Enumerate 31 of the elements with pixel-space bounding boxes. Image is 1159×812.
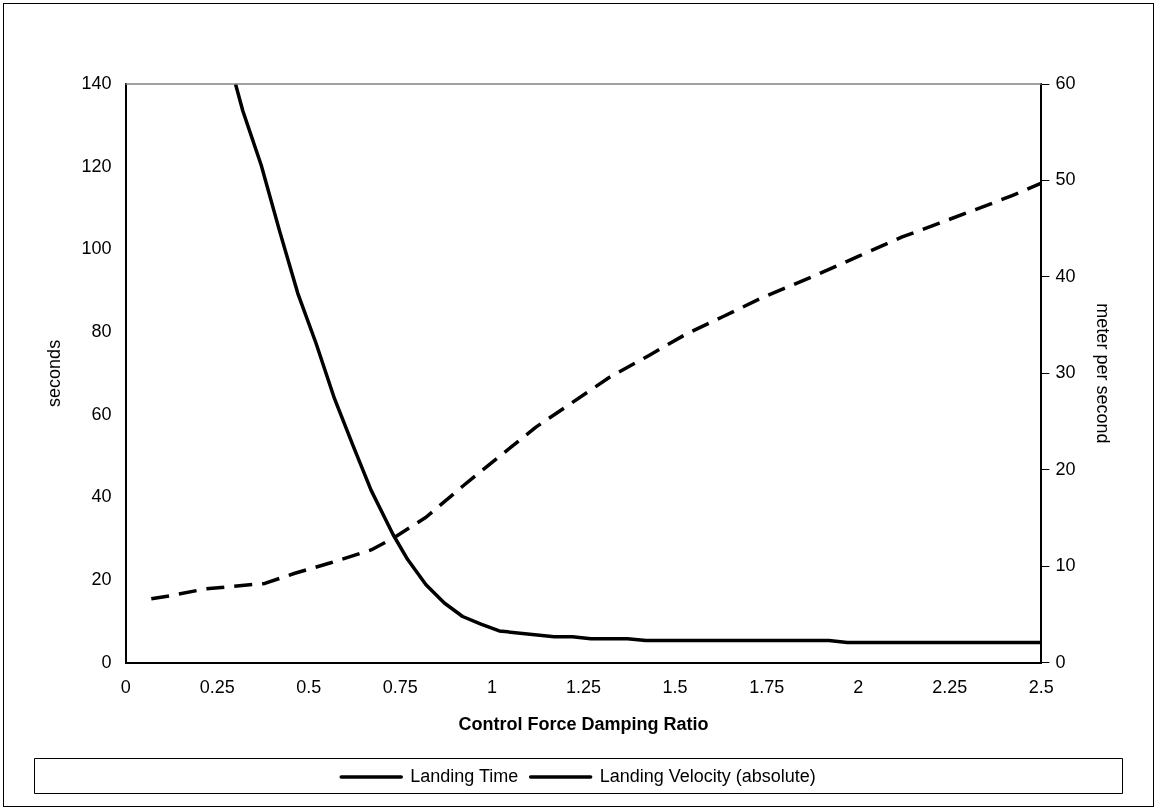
y2-tick-label: 0: [1055, 651, 1066, 672]
y-tick-label: 80: [91, 321, 112, 342]
x-tick-label: 1: [486, 676, 497, 697]
x-tick-label: 0.25: [199, 676, 235, 697]
x-tick-label: 2.25: [932, 676, 968, 697]
y2-tick-label: 10: [1055, 555, 1076, 576]
y-tick-label: 60: [91, 403, 112, 424]
x-tick-label: 0: [120, 676, 131, 697]
x-tick-label: 1.75: [749, 676, 785, 697]
y-tick-label: 140: [81, 72, 112, 93]
legend-label: Landing Time: [410, 765, 519, 786]
x-tick-label: 1.5: [662, 676, 688, 697]
y2-tick-label: 50: [1055, 169, 1076, 190]
x-tick-label: 1.25: [565, 676, 602, 697]
x-tick-label: 2: [853, 676, 864, 697]
y2-tick-label: 20: [1055, 458, 1076, 479]
x-tick-label: 2.5: [1028, 676, 1054, 697]
y-axis-title: seconds: [43, 339, 64, 407]
y-tick-label: 0: [101, 651, 112, 672]
y-tick-label: 40: [91, 486, 112, 507]
y2-tick-label: 40: [1055, 265, 1076, 286]
y2-tick-label: 60: [1055, 72, 1076, 93]
y2-tick-label: 30: [1055, 362, 1076, 383]
x-tick-label: 0.5: [296, 676, 322, 697]
legend-label: Landing Velocity (absolute): [599, 765, 816, 786]
y-tick-label: 100: [81, 238, 112, 259]
x-axis-title: Control Force Damping Ratio: [458, 714, 709, 735]
y2-axis-title: meter per second: [1093, 303, 1114, 444]
y-tick-label: 120: [81, 155, 112, 176]
x-tick-label: 0.75: [382, 676, 418, 697]
y-tick-label: 20: [91, 569, 112, 590]
